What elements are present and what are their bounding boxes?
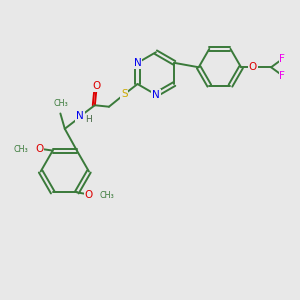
Text: N: N (76, 111, 84, 122)
Text: F: F (279, 54, 285, 64)
Text: CH₃: CH₃ (100, 191, 115, 200)
Text: O: O (85, 190, 93, 200)
Text: O: O (35, 144, 44, 154)
Text: S: S (121, 89, 128, 99)
Text: O: O (249, 62, 257, 72)
Text: N: N (134, 58, 141, 68)
Text: CH₃: CH₃ (14, 145, 28, 154)
Text: H: H (85, 115, 92, 124)
Text: O: O (92, 81, 100, 92)
Text: CH₃: CH₃ (53, 99, 68, 108)
Text: N: N (152, 90, 160, 100)
Text: F: F (279, 70, 285, 80)
